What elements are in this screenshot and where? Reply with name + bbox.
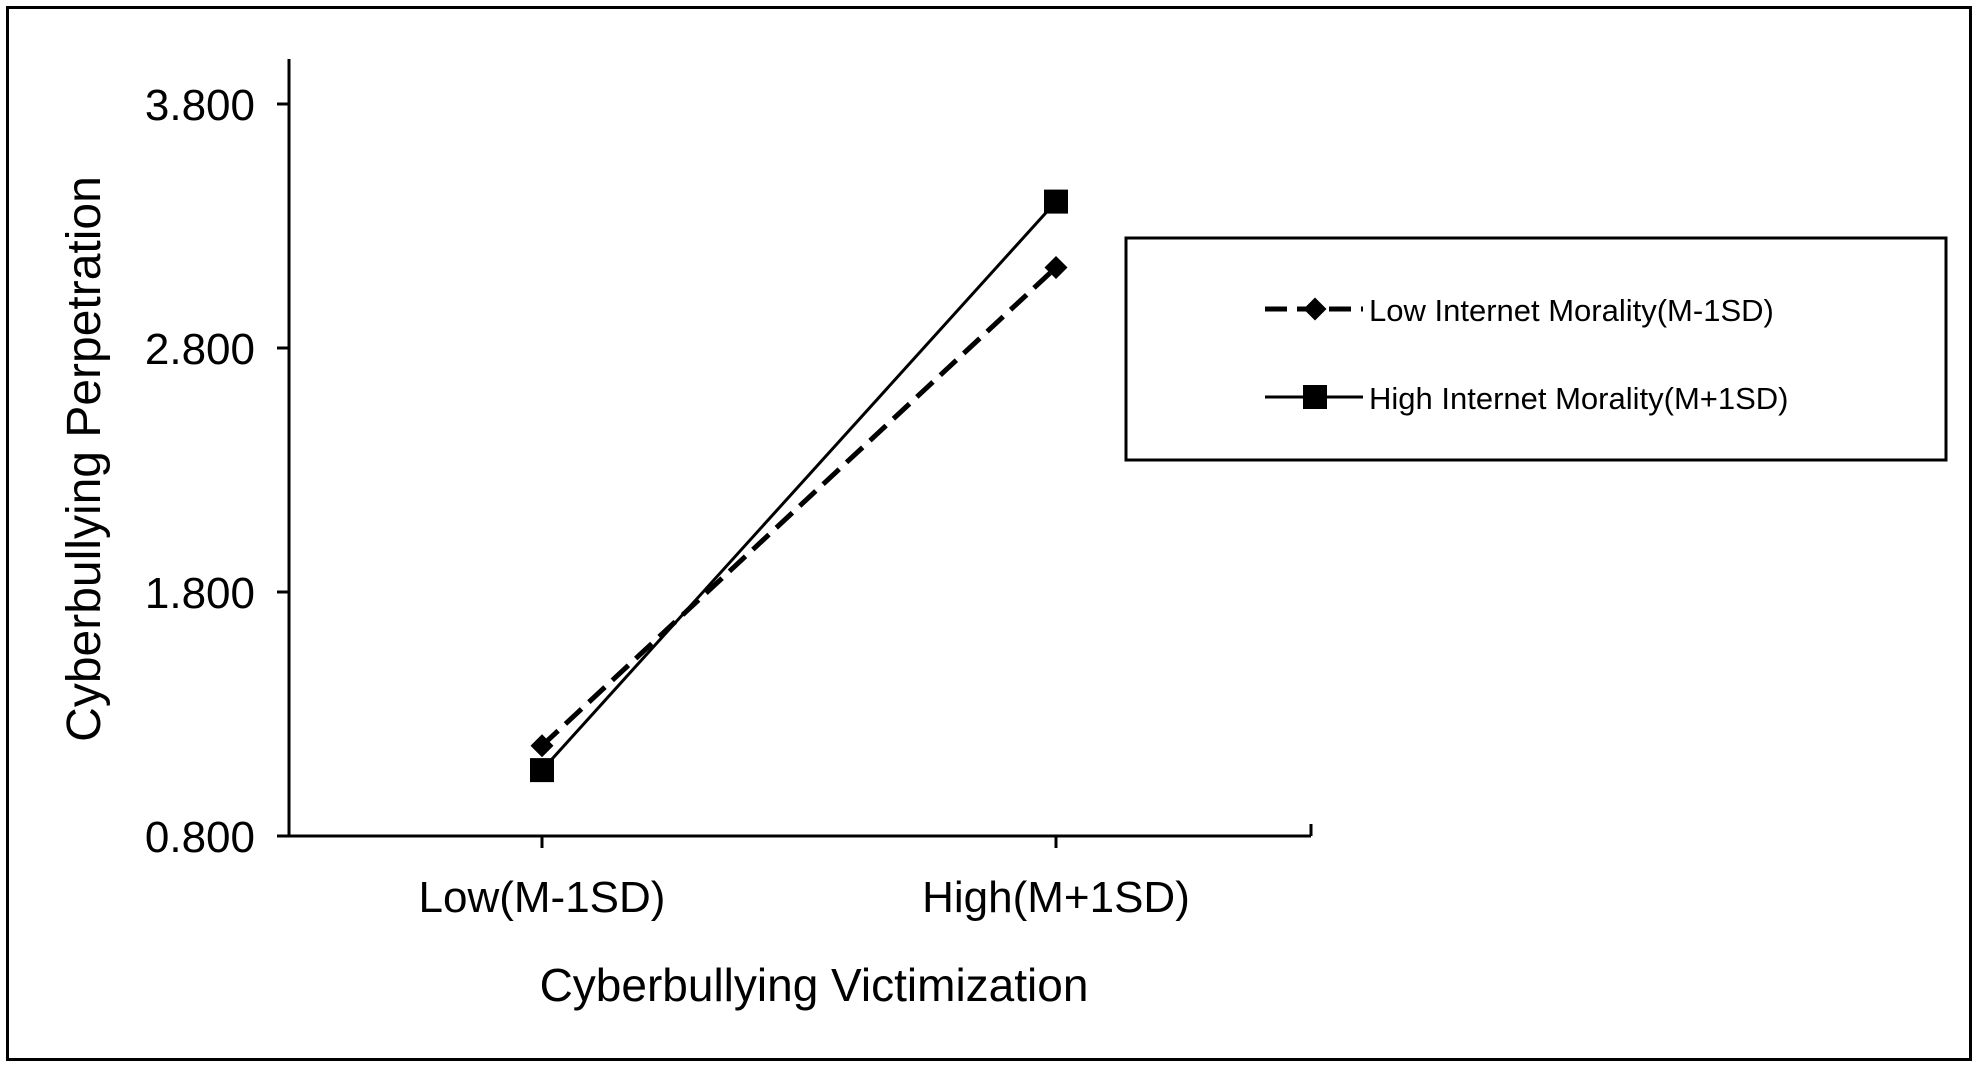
legend-label: High Internet Morality(M+1SD): [1369, 381, 1789, 416]
y-tick-label: 0.800: [145, 813, 255, 862]
series-layer: [530, 189, 1068, 783]
legend-marker-square: [1303, 385, 1327, 409]
y-tick-label: 2.800: [145, 325, 255, 374]
x-tick-label: High(M+1SD): [922, 873, 1190, 922]
series-line: [540, 265, 1058, 748]
interaction-line-chart: 0.800 1.800 2.800 3.800 Low(M-1SD) High(M+1S…: [58, 59, 1948, 1011]
series-square: [530, 189, 1068, 783]
series-diamond: [530, 255, 1068, 758]
legend-label: Low Internet Morality(M-1SD): [1369, 293, 1774, 328]
legend-marker-diamond: [1303, 297, 1327, 321]
x-tick-label: Low(M-1SD): [419, 873, 666, 922]
y-tick-label: 3.800: [145, 81, 255, 130]
data-point-square: [530, 758, 554, 783]
series-line: [540, 200, 1058, 772]
legend: Low Internet Morality(M-1SD) High Interne…: [1124, 236, 1948, 462]
x-axis-title: Cyberbullying Victimization: [540, 959, 1089, 1011]
data-point-diamond: [530, 734, 554, 758]
axes: [287, 59, 1313, 838]
x-axis-ticks: Low(M-1SD) High(M+1SD): [419, 836, 1190, 922]
y-axis-ticks: 0.800 1.800 2.800 3.800: [145, 81, 289, 862]
y-tick-label: 1.800: [145, 569, 255, 618]
data-point-diamond: [1044, 255, 1068, 279]
chart-frame: 0.800 1.800 2.800 3.800 Low(M-1SD) High(M+1S…: [6, 6, 1972, 1061]
y-axis-title: Cyberbullying Perpetration: [58, 176, 111, 742]
legend-box: [1124, 236, 1948, 462]
data-point-square: [1044, 189, 1068, 214]
